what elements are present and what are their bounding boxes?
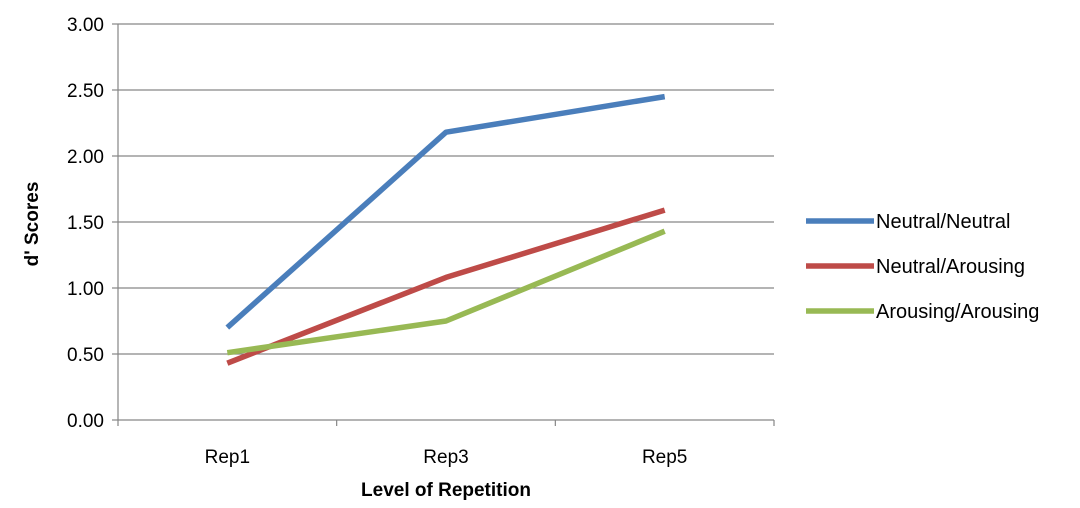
legend-label: Neutral/Neutral bbox=[876, 211, 1011, 233]
y-tick-label: 0.00 bbox=[67, 411, 104, 432]
y-tick-label: 0.50 bbox=[67, 345, 104, 366]
gridlines bbox=[118, 23, 774, 421]
axes: 0.00 0.50 1.00 1.50 2.00 2.50 3.00 Rep1 Rep3 Rep5 bbox=[67, 15, 775, 468]
y-axis-title: d' Scores bbox=[22, 182, 43, 267]
legend: Neutral/Neutral Neutral/Arousing Arousing/… bbox=[806, 211, 1039, 323]
x-axis-title: Level of Repetition bbox=[361, 480, 531, 501]
y-tick-label: 1.50 bbox=[67, 213, 104, 234]
series-line bbox=[226, 228, 666, 356]
legend-label: Neutral/Arousing bbox=[876, 256, 1025, 278]
series-lines bbox=[225, 93, 666, 366]
y-tick-label: 3.00 bbox=[67, 15, 104, 36]
x-tick-label: Rep5 bbox=[642, 447, 687, 468]
series-line bbox=[225, 93, 666, 330]
series-line bbox=[226, 207, 666, 366]
y-tick-label: 1.00 bbox=[67, 279, 104, 300]
y-tick-label: 2.00 bbox=[67, 147, 104, 168]
y-tick-label: 2.50 bbox=[67, 81, 104, 102]
x-tick-label: Rep3 bbox=[423, 447, 468, 468]
x-tick-label: Rep1 bbox=[205, 447, 250, 468]
legend-label: Arousing/Arousing bbox=[876, 301, 1039, 323]
